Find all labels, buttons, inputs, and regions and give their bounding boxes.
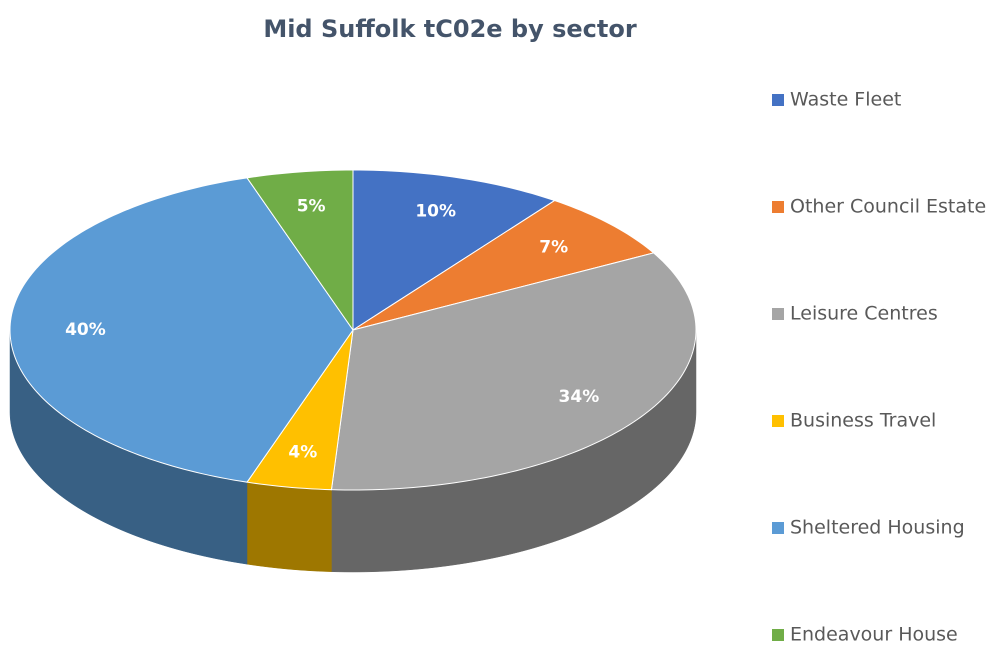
chart-title: Mid Suffolk tC02e by sector xyxy=(263,15,637,43)
slice-label: 40% xyxy=(65,320,106,340)
legend-text: Endeavour House xyxy=(790,624,958,646)
pie-slice xyxy=(352,169,556,331)
slice-label: 4% xyxy=(288,443,317,463)
legend-text: Leisure Centres xyxy=(790,303,938,325)
slice-label: 7% xyxy=(539,237,568,257)
legend-text: Waste Fleet xyxy=(790,89,901,111)
pie-slice xyxy=(246,169,354,332)
pie-slice xyxy=(352,200,655,331)
legend-swatch xyxy=(772,308,784,320)
legend-text: Other Council Estate xyxy=(790,196,986,218)
legend-text: Business Travel xyxy=(790,410,936,432)
pie-side xyxy=(246,481,332,572)
pie-slice xyxy=(246,329,354,491)
pie-slice xyxy=(9,177,354,483)
legend-swatch xyxy=(772,94,784,106)
slice-label: 34% xyxy=(559,387,600,407)
slice-label: 5% xyxy=(297,197,326,217)
pie-slice xyxy=(330,252,697,491)
legend-swatch xyxy=(772,522,784,534)
legend-swatch xyxy=(772,415,784,427)
slice-label: 10% xyxy=(415,201,456,221)
legend-swatch xyxy=(772,629,784,641)
legend-text: Sheltered Housing xyxy=(790,517,965,539)
legend-swatch xyxy=(772,201,784,213)
